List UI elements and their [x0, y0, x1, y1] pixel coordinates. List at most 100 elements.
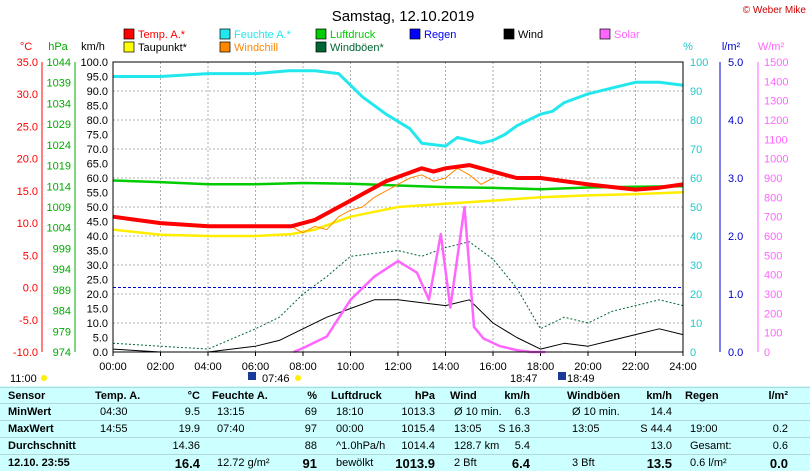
table-cell: 6.3 — [514, 406, 530, 418]
tick-label-pressure: 994 — [53, 264, 71, 276]
legend-swatch — [123, 28, 135, 40]
legend-swatch — [315, 41, 327, 53]
legend-swatch — [315, 28, 327, 40]
header-wind: Wind — [450, 390, 477, 402]
tick-label-pressure: 1039 — [47, 78, 71, 90]
tick-label-pressure: 1024 — [47, 140, 71, 152]
header-rain-unit: l/m² — [768, 390, 788, 402]
table-cell: 3 Bft — [572, 457, 595, 469]
series-line-tempa — [112, 163, 684, 229]
tick-label-wind: 45.0 — [87, 217, 108, 229]
tick-label-temp: -5.0 — [19, 315, 38, 327]
sunrise-time: 07:46 — [262, 373, 290, 385]
legend-label: Windböen* — [330, 42, 385, 54]
moonset-time: 18:49 — [567, 373, 595, 385]
table-cell: 0.6 l/m² — [690, 457, 727, 469]
series-line-windchill — [290, 167, 494, 234]
tick-label-wind: 70.0 — [87, 144, 108, 156]
tick-label-humidity: 0 — [690, 347, 696, 359]
tick-label-wind: 0.0 — [93, 347, 108, 359]
chart-title: Samstag, 12.10.2019 — [332, 8, 475, 25]
table-cell: MaxWert — [8, 423, 54, 435]
rain-unit: l/m² — [722, 41, 741, 53]
legend-swatch — [219, 41, 231, 53]
tick-label-wind: 85.0 — [87, 101, 108, 113]
x-tick-label: 00:00 — [99, 361, 127, 373]
tick-label-pressure: 999 — [53, 243, 71, 255]
tick-label-humidity: 50 — [690, 202, 702, 214]
tick-label-rain: 4.0 — [728, 115, 743, 127]
tick-label-wind: 90.0 — [87, 86, 108, 98]
legend-swatch — [123, 41, 135, 53]
series-line-windben — [112, 241, 684, 350]
legend-swatch — [219, 28, 231, 40]
table-cell: 13:15 — [217, 406, 245, 418]
tick-label-solar: 1400 — [764, 76, 788, 88]
legend-label: Luftdruck — [330, 29, 376, 41]
tick-label-wind: 50.0 — [87, 202, 108, 214]
table-cell: 13.5 — [646, 456, 672, 471]
header-rain: Regen — [685, 390, 719, 402]
x-tick-label: 18:00 — [527, 361, 555, 373]
legend-label: Regen — [424, 29, 456, 41]
tick-label-solar: 200 — [764, 308, 782, 320]
tick-label-wind: 40.0 — [87, 231, 108, 243]
table-cell: 1014.4 — [401, 440, 435, 452]
table-cell: 2 Bft — [454, 457, 477, 469]
x-tick-label: 16:00 — [479, 361, 507, 373]
tick-label-solar: 1000 — [764, 154, 788, 166]
moonset-icon — [558, 372, 566, 380]
tick-label-rain: 2.0 — [728, 231, 743, 243]
table-cell: 6.4 — [511, 456, 530, 471]
tick-label-temp: 10.0 — [17, 218, 38, 230]
tick-label-wind: 15.0 — [87, 304, 108, 316]
tick-label-rain: 0.0 — [728, 347, 743, 359]
table-cell: MinWert — [8, 406, 52, 418]
table-cell: 16.4 — [174, 456, 200, 471]
tick-label-solar: 600 — [764, 231, 782, 243]
x-tick-label: 08:00 — [289, 361, 317, 373]
sunrise-icon — [248, 372, 256, 380]
tick-label-humidity: 30 — [690, 260, 702, 272]
tick-label-wind: 100.0 — [80, 57, 108, 69]
header-humidity: Feuchte A. — [212, 390, 268, 402]
tick-label-temp: 30.0 — [17, 89, 38, 101]
tick-label-humidity: 10 — [690, 318, 702, 330]
tick-label-wind: 20.0 — [87, 289, 108, 301]
tick-label-pressure: 979 — [53, 326, 71, 338]
series-line-wind — [112, 299, 684, 353]
x-tick-label: 12:00 — [384, 361, 412, 373]
table-cell: Ø 10 min. — [454, 406, 502, 418]
tick-label-wind: 95.0 — [87, 72, 108, 84]
header-temp-unit: °C — [187, 390, 200, 402]
tick-label-solar: 1200 — [764, 115, 788, 127]
table-cell: 1015.4 — [401, 423, 435, 435]
table-cell: S 16.3 — [498, 423, 530, 435]
table-cell: 1013.3 — [401, 406, 435, 418]
table-cell: 128.7 km — [454, 440, 500, 452]
table-cell: 04:30 — [100, 406, 128, 418]
tick-label-humidity: 90 — [690, 86, 702, 98]
x-axis: 00:00 02:00 04:00 06:00 08:00 10:00 12:00 14:00… — [99, 352, 697, 373]
table-cell: Gesamt: — [690, 440, 732, 452]
table-cell: Durchschnitt — [8, 440, 76, 452]
tick-label-pressure: 989 — [53, 285, 71, 297]
tick-label-pressure: 1044 — [47, 57, 71, 69]
tick-label-pressure: 1004 — [47, 223, 71, 235]
tick-label-wind: 55.0 — [87, 188, 108, 200]
tick-label-temp: -10.0 — [13, 347, 38, 359]
tick-label-pressure: 1009 — [47, 202, 71, 214]
legend-swatch — [503, 28, 515, 40]
table-cell: 13.0 — [650, 440, 672, 452]
x-tick-label: 20:00 — [574, 361, 602, 373]
table-cell: 07:40 — [217, 423, 245, 435]
table-cell: 00:00 — [336, 423, 364, 435]
header-pressure: Luftdruck — [331, 390, 382, 402]
table-cell: 91 — [302, 456, 317, 471]
tick-label-wind: 75.0 — [87, 130, 108, 142]
tick-label-solar: 1500 — [764, 57, 788, 69]
header-wind-unit: km/h — [504, 390, 530, 402]
y-axes: 35.0 30.0 25.0 20.0 15.0 10.0 5.0 0.0 -5.0 -10.0 1… — [13, 57, 789, 359]
plot-frame — [112, 61, 684, 353]
tick-label-solar: 1100 — [764, 134, 788, 146]
